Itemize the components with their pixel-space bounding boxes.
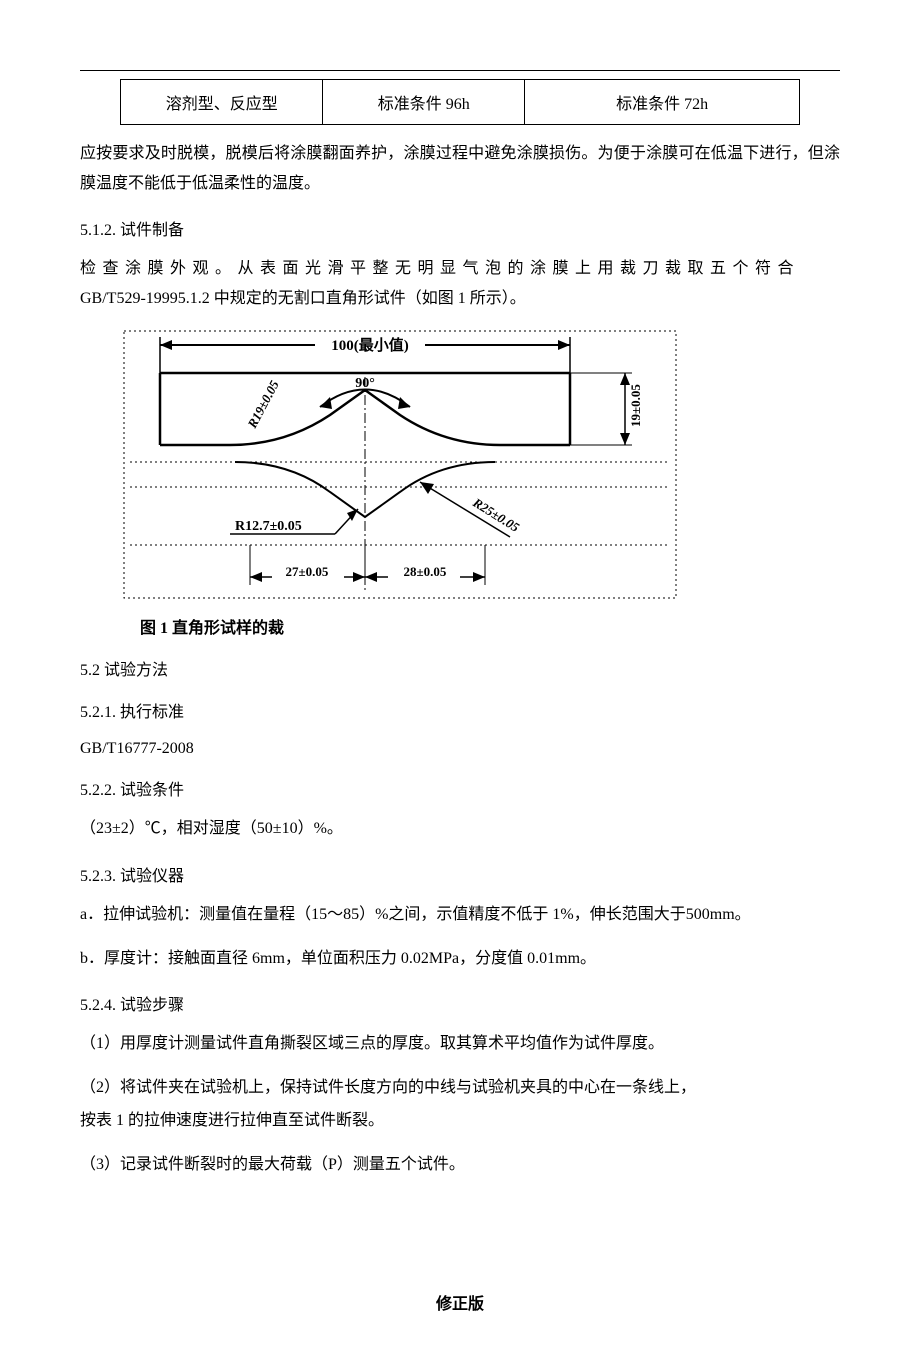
right-angle-specimen-svg: 100(最小值) 90° R19±0.05 19±0.05	[120, 327, 680, 602]
paragraph: a．拉伸试验机：测量值在量程（15～85）%之间，示值精度不低于 1%，伸长范围…	[80, 900, 840, 930]
standard-ref: GB/T16777-2008	[80, 740, 840, 758]
paragraph: b．厚度计：接触面直径 6mm，单位面积压力 0.02MPa，分度值 0.01m…	[80, 944, 840, 974]
section-heading: 5.1.2. 试件制备	[80, 216, 840, 240]
paragraph: （3）记录试件断裂时的最大荷载（P）测量五个试件。	[80, 1150, 840, 1180]
dim-label: 28±0.05	[404, 564, 447, 579]
section-heading: 5.2.4. 试验步骤	[80, 991, 840, 1015]
paragraph: （1）用厚度计测量试件直角撕裂区域三点的厚度。取其算术平均值作为试件厚度。	[80, 1029, 840, 1059]
table-cell: 溶剂型、反应型	[121, 80, 323, 125]
arrowhead-icon	[160, 340, 172, 350]
arrowhead-icon	[320, 397, 332, 409]
section-heading: 5.2.3. 试验仪器	[80, 862, 840, 886]
section-heading: 5.2.2. 试验条件	[80, 776, 840, 800]
top-horizontal-rule	[80, 70, 840, 71]
arrowhead-icon	[250, 572, 262, 582]
paragraph: GB/T529-19995.1.2 中规定的无割口直角形试件（如图 1 所示）。	[80, 284, 840, 314]
radius-label: R19±0.05	[244, 378, 282, 432]
conditions-table: 溶剂型、反应型 标准条件 96h 标准条件 72h	[120, 79, 800, 125]
table-row: 溶剂型、反应型 标准条件 96h 标准条件 72h	[121, 80, 800, 125]
paragraph: （23±2）℃，相对湿度（50±10）%。	[80, 814, 840, 844]
section-heading: 5.2.1. 执行标准	[80, 698, 840, 722]
frame-rect	[124, 331, 676, 598]
arrowhead-icon	[558, 340, 570, 350]
table-cell: 标准条件 96h	[323, 80, 525, 125]
arrowhead-icon	[398, 397, 410, 409]
dim-label: 19±0.05	[628, 384, 643, 427]
arrowhead-icon	[473, 572, 485, 582]
figure-diagram: 100(最小值) 90° R19±0.05 19±0.05	[120, 327, 840, 602]
arrowhead-icon	[353, 572, 365, 582]
figure-caption: 图 1 直角形试样的裁	[140, 614, 840, 638]
paragraph: （2）将试件夹在试验机上，保持试件长度方向的中线与试验机夹具的中心在一条线上，	[80, 1073, 840, 1103]
section-heading: 5.2 试验方法	[80, 656, 840, 680]
paragraph: 应按要求及时脱模，脱模后将涂膜翻面养护，涂膜过程中避免涂膜损伤。为便于涂膜可在低…	[80, 139, 840, 198]
arrowhead-icon	[620, 433, 630, 445]
arrowhead-icon	[620, 373, 630, 385]
paragraph: 检查涂膜外观。从表面光滑平整无明显气泡的涂膜上用裁刀裁取五个符合	[80, 254, 840, 284]
table-cell: 标准条件 72h	[525, 80, 800, 125]
document-page: 溶剂型、反应型 标准条件 96h 标准条件 72h 应按要求及时脱模，脱模后将涂…	[0, 0, 920, 1354]
arrowhead-icon	[365, 572, 377, 582]
arrowhead-icon	[420, 482, 434, 494]
dim-label: 27±0.05	[286, 564, 329, 579]
paragraph: 按表 1 的拉伸速度进行拉伸直至试件断裂。	[80, 1106, 840, 1136]
dim-label: 100(最小值)	[331, 336, 409, 354]
radius-label: R12.7±0.05	[235, 519, 302, 534]
